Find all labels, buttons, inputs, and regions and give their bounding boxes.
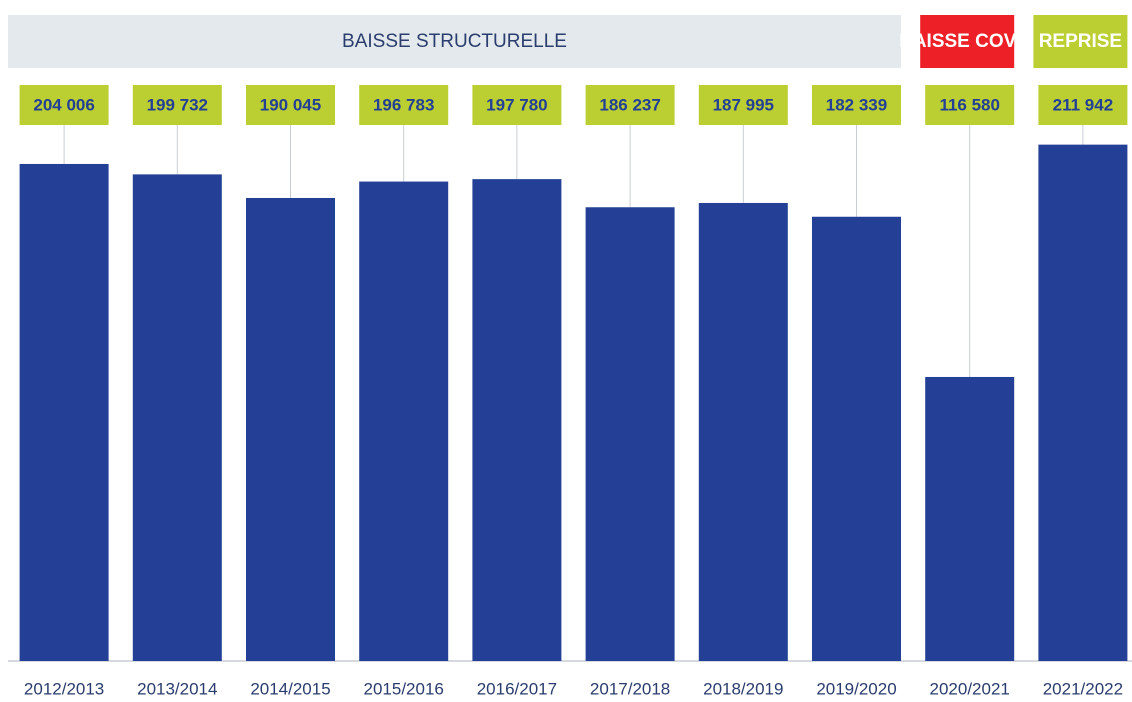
value-label: 211 942 (1053, 95, 1114, 114)
period-label: BAISSE COVID (899, 31, 1035, 52)
value-label: 196 783 (373, 95, 434, 114)
value-label-box (698, 85, 788, 125)
bar (359, 181, 449, 661)
bar (585, 207, 675, 661)
x-tick-label: 2018/2019 (703, 679, 783, 698)
value-label: 116 580 (939, 95, 1000, 114)
value-label: 197 780 (486, 95, 547, 114)
period-label: BAISSE STRUCTURELLE (342, 31, 567, 52)
value-label-box (472, 85, 562, 125)
value-label: 187 995 (713, 95, 774, 114)
bar (132, 174, 222, 661)
value-label-box (19, 85, 109, 125)
period-band (1033, 15, 1128, 68)
x-tick-label: 2012/2013 (24, 679, 104, 698)
value-label-box (812, 85, 901, 125)
bar (1038, 144, 1128, 662)
x-tick-label: 2017/2018 (590, 679, 670, 698)
x-tick-label: 2014/2015 (250, 679, 330, 698)
x-tick-label: 2020/2021 (930, 679, 1010, 698)
bar (19, 163, 109, 661)
x-tick-label: 2016/2017 (477, 679, 557, 698)
period-label: REPRISE (1039, 31, 1122, 52)
period-band (920, 15, 1015, 68)
value-label: 199 732 (147, 95, 208, 114)
bar (925, 376, 1015, 661)
x-tick-label: 2015/2016 (364, 679, 444, 698)
value-label: 182 339 (826, 95, 887, 114)
x-tick-label: 2013/2014 (137, 679, 217, 698)
x-tick-label: 2019/2020 (816, 679, 896, 698)
value-label: 186 237 (599, 95, 660, 114)
bar (698, 202, 788, 661)
bar (472, 179, 562, 662)
period-band (8, 15, 901, 68)
value-label-box (1038, 85, 1128, 125)
value-label-box (585, 85, 675, 125)
value-label: 204 006 (33, 95, 94, 114)
value-label-box (246, 85, 335, 125)
bar (812, 216, 901, 661)
value-label: 190 045 (260, 95, 321, 114)
x-tick-label: 2021/2022 (1043, 679, 1123, 698)
value-label-box (132, 85, 222, 125)
bar (246, 197, 335, 662)
value-label-box (359, 85, 449, 125)
value-label-box (925, 85, 1015, 125)
